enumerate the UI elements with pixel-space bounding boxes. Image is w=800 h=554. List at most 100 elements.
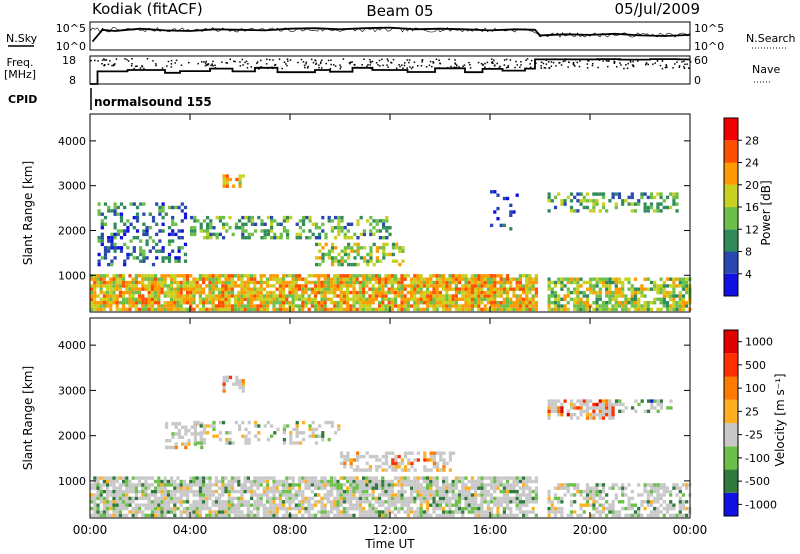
- nave-dot: [661, 60, 664, 62]
- nave-dot: [387, 60, 389, 62]
- range-time-cell: [122, 489, 126, 494]
- range-time-cell: [617, 294, 622, 298]
- range-time-cell: [333, 280, 337, 285]
- range-time-cell: [157, 287, 161, 291]
- range-time-cell: [390, 503, 394, 507]
- range-time-cell: [176, 284, 180, 288]
- range-time-cell: [237, 297, 241, 301]
- range-time-cell: [214, 476, 218, 480]
- range-time-cell: [569, 277, 574, 281]
- range-time-cell: [142, 252, 146, 257]
- range-time-cell: [502, 223, 506, 228]
- range-time-cell: [390, 277, 394, 281]
- range-time-cell: [378, 465, 382, 469]
- range-time-cell: [522, 503, 526, 507]
- range-time-cell: [576, 294, 580, 298]
- range-time-cell: [461, 486, 465, 490]
- nave-dot: [602, 60, 604, 62]
- range-time-cell: [211, 294, 215, 298]
- range-time-cell: [128, 479, 132, 484]
- range-time-cell: [317, 486, 321, 490]
- range-time-cell: [269, 486, 273, 490]
- range-time-cell: [681, 301, 686, 305]
- range-time-cell: [496, 510, 500, 514]
- range-time-cell: [192, 290, 196, 295]
- range-time-cell: [560, 486, 564, 490]
- range-time-cell: [221, 493, 225, 497]
- range-time-cell: [410, 284, 414, 288]
- range-time-cell: [653, 195, 657, 200]
- range-time-cell: [569, 406, 574, 410]
- range-time-cell: [404, 451, 408, 455]
- range-time-cell: [304, 290, 308, 295]
- range-time-cell: [592, 496, 596, 501]
- range-time-cell: [448, 496, 452, 501]
- range-time-cell: [490, 513, 494, 518]
- range-time-cell: [123, 222, 127, 226]
- range-time-cell: [374, 287, 378, 291]
- range-time-cell: [633, 307, 638, 312]
- range-time-cell: [675, 202, 679, 206]
- range-time-cell: [250, 219, 254, 223]
- range-time-cell: [211, 493, 215, 497]
- range-time-cell: [181, 442, 185, 446]
- range-time-cell: [394, 483, 398, 487]
- range-time-cell: [382, 219, 386, 223]
- range-time-cell: [397, 496, 401, 501]
- range-time-cell: [496, 486, 500, 490]
- range-time-cell: [458, 500, 462, 504]
- range-time-cell: [419, 510, 423, 514]
- range-time-cell: [350, 222, 354, 226]
- range-time-cell: [304, 287, 308, 291]
- range-time-cell: [384, 479, 388, 484]
- range-time-cell: [291, 280, 295, 285]
- range-time-cell: [653, 500, 657, 504]
- range-time-cell: [192, 513, 196, 518]
- range-time-cell: [93, 274, 97, 278]
- range-time-cell: [356, 249, 360, 253]
- range-time-cell: [390, 483, 394, 487]
- range-time-cell: [90, 287, 94, 291]
- range-time-cell: [397, 280, 401, 285]
- range-time-cell: [346, 513, 350, 518]
- range-time-cell: [400, 489, 404, 494]
- nave-dot: [661, 58, 664, 61]
- range-time-cell: [611, 483, 615, 487]
- range-time-cell: [611, 506, 615, 511]
- range-time-cell: [315, 256, 319, 260]
- range-time-cell: [182, 479, 186, 484]
- range-time-cell: [534, 513, 538, 518]
- range-time-cell: [384, 294, 388, 298]
- range-time-cell: [336, 301, 340, 305]
- range-time-cell: [474, 290, 478, 295]
- range-time-cell: [553, 486, 558, 490]
- range-time-cell: [662, 493, 666, 497]
- range-time-cell: [672, 290, 676, 295]
- range-time-cell: [218, 294, 222, 298]
- range-time-cell: [470, 486, 474, 490]
- range-time-cell: [413, 274, 417, 278]
- range-time-cell: [189, 280, 193, 285]
- range-time-cell: [384, 274, 388, 278]
- range-time-cell: [157, 290, 161, 295]
- range-time-cell: [678, 280, 682, 285]
- nave-dot: [503, 59, 506, 61]
- colorbar-tick-label: 24: [745, 157, 759, 170]
- nave-dot: [413, 61, 416, 63]
- range-time-cell: [163, 496, 167, 501]
- range-time-cell: [461, 304, 465, 308]
- range-time-cell: [608, 294, 612, 298]
- range-time-cell: [250, 486, 254, 490]
- range-time-cell: [288, 280, 292, 285]
- range-time-cell: [643, 301, 647, 305]
- range-time-cell: [343, 461, 347, 466]
- range-time-cell: [317, 280, 321, 285]
- range-time-cell: [656, 513, 660, 518]
- range-time-cell: [451, 304, 455, 308]
- range-time-cell: [547, 297, 551, 301]
- range-time-cell: [262, 294, 266, 298]
- range-time-cell: [288, 486, 292, 490]
- range-time-cell: [160, 483, 164, 487]
- range-time-cell: [340, 262, 344, 267]
- range-time-cell: [326, 287, 330, 291]
